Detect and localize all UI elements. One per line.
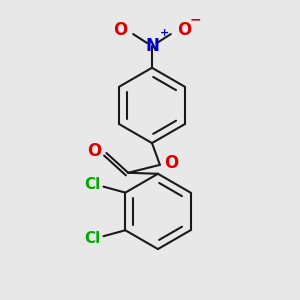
- Text: O: O: [113, 21, 127, 39]
- Text: O: O: [87, 142, 101, 160]
- Text: −: −: [190, 12, 201, 26]
- Text: Cl: Cl: [84, 177, 101, 192]
- Text: Cl: Cl: [84, 231, 101, 246]
- Text: +: +: [160, 28, 169, 38]
- Text: N: N: [145, 37, 159, 55]
- Text: O: O: [177, 21, 191, 39]
- Text: O: O: [164, 154, 178, 172]
